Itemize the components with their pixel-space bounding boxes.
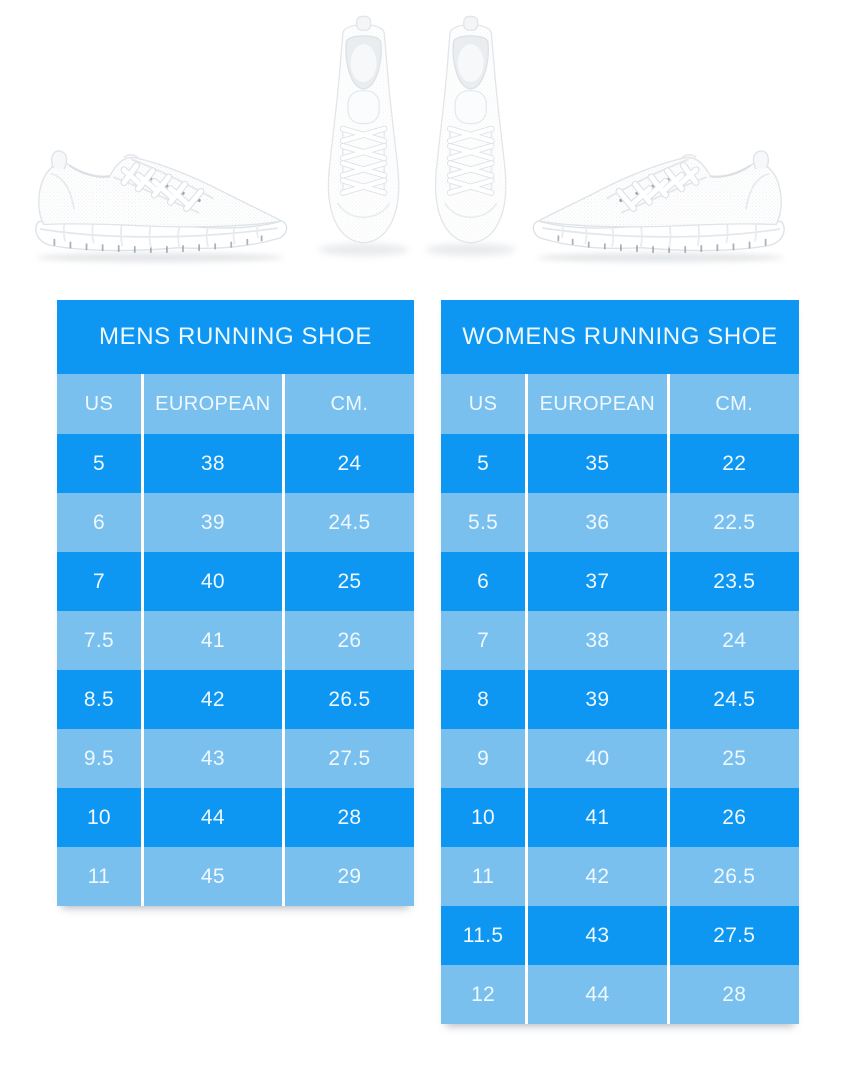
table-cell: 26	[666, 788, 799, 847]
table-cell: 44	[525, 965, 666, 1024]
table-cell: 6	[92, 510, 105, 534]
table-row: 9.5 43 27.5	[57, 729, 414, 788]
table-cell: 40	[140, 552, 282, 611]
table-body: 5 38 24 6 39 24.5 7 40 25 7.5 41 26 8.5 42 26.5 9.5 43 27…	[57, 434, 414, 906]
table-row: 6 37 23.5	[441, 552, 799, 611]
column-header-us: US	[84, 392, 114, 415]
table-cell: 5	[92, 451, 105, 475]
table-cell: 38	[525, 611, 666, 670]
table-cell: 44	[140, 788, 282, 847]
size-charts: MENS RUNNING SHOE US EUROPEAN CM. 5 38 24 6…	[57, 300, 799, 1024]
table-cell: 27.5	[666, 906, 799, 965]
table-row: 5.5 36 22.5	[441, 493, 799, 552]
table-cell: 43	[525, 906, 666, 965]
table-row: 10 44 28	[57, 788, 414, 847]
table-cell: 11	[471, 864, 495, 888]
table-cell: 26	[281, 611, 414, 670]
table-cell: 8	[477, 687, 490, 711]
shoe-image-top-pair	[310, 14, 526, 266]
table-cell: 24	[666, 611, 799, 670]
table-cell: 24	[281, 434, 414, 493]
table-cell: 9	[477, 746, 490, 770]
table-cell: 41	[525, 788, 666, 847]
table-row: 11 42 26.5	[441, 847, 799, 906]
table-body: 5 35 22 5.5 36 22.5 6 37 23.5 7 38 24 8 39 24.5 9 40 25 10…	[441, 434, 799, 1024]
table-cell: 42	[140, 670, 282, 729]
table-cell: 9.5	[83, 746, 114, 770]
mens-size-chart: MENS RUNNING SHOE US EUROPEAN CM. 5 38 24 6…	[57, 300, 414, 906]
column-header-european: EUROPEAN	[140, 374, 282, 434]
table-cell: 24.5	[666, 670, 799, 729]
table-cell: 43	[140, 729, 282, 788]
womens-size-chart: WOMENS RUNNING SHOE US EUROPEAN CM. 5 35 2…	[441, 300, 799, 1024]
table-row: 10 41 26	[441, 788, 799, 847]
column-header-us: US	[468, 392, 498, 415]
table-cell: 8.5	[83, 687, 114, 711]
table-row: 5 38 24	[57, 434, 414, 493]
table-cell: 25	[281, 552, 414, 611]
table-cell: 10	[86, 805, 111, 829]
table-cell: 12	[471, 982, 496, 1006]
running-shoes-pair-top-icon	[318, 14, 516, 256]
table-cell: 26.5	[281, 670, 414, 729]
table-title-mens: MENS RUNNING SHOE	[57, 300, 414, 374]
column-header-cm: CM.	[281, 374, 414, 434]
table-cell: 45	[140, 847, 282, 906]
table-cell: 5.5	[468, 510, 499, 534]
table-cell: 7	[92, 569, 105, 593]
column-header-european: EUROPEAN	[525, 374, 666, 434]
table-cell: 39	[140, 493, 282, 552]
table-cell: 29	[281, 847, 414, 906]
table-cell: 26.5	[666, 847, 799, 906]
table-row: 8.5 42 26.5	[57, 670, 414, 729]
table-cell: 27.5	[281, 729, 414, 788]
table-cell: 24.5	[281, 493, 414, 552]
running-shoe-side-icon	[35, 150, 288, 262]
table-cell: 38	[140, 434, 282, 493]
table-cell: 23.5	[666, 552, 799, 611]
table-row: 11 45 29	[57, 847, 414, 906]
table-title-womens: WOMENS RUNNING SHOE	[441, 300, 799, 374]
table-cell: 41	[140, 611, 282, 670]
table-row: 7 38 24	[441, 611, 799, 670]
table-cell: 6	[477, 569, 490, 593]
table-row: 7 40 25	[57, 552, 414, 611]
table-row: 8 39 24.5	[441, 670, 799, 729]
shoe-image-side-right	[528, 120, 796, 270]
table-row: 11.5 43 27.5	[441, 906, 799, 965]
table-cell: 22.5	[666, 493, 799, 552]
table-cell: 7.5	[83, 628, 114, 652]
running-shoe-side-mirrored-icon	[532, 150, 785, 262]
table-cell: 28	[281, 788, 414, 847]
table-cell: 36	[525, 493, 666, 552]
table-cell: 11.5	[462, 923, 504, 947]
table-cell: 42	[525, 847, 666, 906]
table-cell: 5	[477, 451, 490, 475]
table-cell: 22	[666, 434, 799, 493]
table-cell: 25	[666, 729, 799, 788]
table-row: 5 35 22	[441, 434, 799, 493]
column-header-cm: CM.	[666, 374, 799, 434]
table-row: 9 40 25	[441, 729, 799, 788]
table-cell: 39	[525, 670, 666, 729]
table-row: 6 39 24.5	[57, 493, 414, 552]
table-cell: 37	[525, 552, 666, 611]
table-header-row: US EUROPEAN CM.	[441, 374, 799, 434]
table-cell: 11	[87, 864, 111, 888]
table-cell: 28	[666, 965, 799, 1024]
table-cell: 40	[525, 729, 666, 788]
table-header-row: US EUROPEAN CM.	[57, 374, 414, 434]
table-row: 7.5 41 26	[57, 611, 414, 670]
table-row: 12 44 28	[441, 965, 799, 1024]
table-cell: 10	[471, 805, 496, 829]
shoe-image-side-left	[24, 120, 292, 270]
table-cell: 7	[477, 628, 490, 652]
table-cell: 35	[525, 434, 666, 493]
